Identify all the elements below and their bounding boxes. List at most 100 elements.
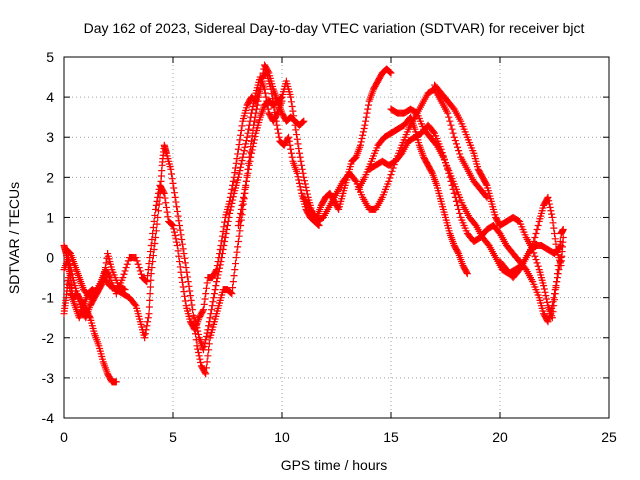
data-point bbox=[250, 136, 258, 144]
data-point bbox=[542, 292, 550, 300]
y-tick-label: -3 bbox=[42, 370, 55, 386]
data-point bbox=[226, 206, 234, 214]
data-point bbox=[192, 320, 200, 328]
data-point bbox=[120, 270, 128, 278]
data-point bbox=[463, 268, 471, 276]
data-point bbox=[551, 290, 559, 298]
data-point bbox=[197, 359, 205, 367]
data-point bbox=[445, 113, 453, 121]
data-point bbox=[242, 137, 250, 145]
data-point bbox=[176, 221, 184, 229]
data-point bbox=[147, 276, 155, 284]
data-point bbox=[168, 175, 176, 183]
data-point bbox=[300, 173, 308, 181]
data-point bbox=[301, 177, 309, 185]
data-point bbox=[193, 324, 201, 332]
data-point bbox=[235, 141, 243, 149]
data-point bbox=[255, 93, 263, 101]
data-point bbox=[151, 240, 159, 248]
data-point bbox=[146, 283, 154, 291]
data-point bbox=[213, 274, 221, 282]
data-point bbox=[210, 290, 218, 298]
plot-area-frame bbox=[63, 56, 610, 419]
data-point bbox=[548, 314, 556, 322]
data-point bbox=[545, 200, 553, 208]
data-point bbox=[290, 117, 298, 125]
data-point bbox=[387, 69, 395, 77]
data-point bbox=[246, 117, 254, 125]
data-point bbox=[132, 254, 140, 262]
data-point bbox=[218, 254, 226, 262]
data-point bbox=[534, 262, 542, 270]
data-point bbox=[192, 317, 200, 325]
data-point bbox=[144, 314, 152, 322]
data-point bbox=[250, 139, 258, 147]
data-point bbox=[196, 355, 204, 363]
data-point bbox=[183, 268, 191, 276]
data-point bbox=[179, 283, 187, 291]
data-point bbox=[147, 270, 155, 278]
data-point bbox=[297, 186, 305, 194]
data-point bbox=[171, 193, 179, 201]
data-point bbox=[170, 189, 178, 197]
data-point bbox=[66, 260, 74, 268]
data-point bbox=[99, 279, 107, 287]
data-point bbox=[211, 286, 219, 294]
data-point bbox=[273, 121, 281, 129]
data-point bbox=[231, 164, 239, 172]
data-point bbox=[294, 173, 302, 181]
data-point bbox=[201, 369, 209, 377]
data-point bbox=[215, 268, 223, 276]
data-point bbox=[242, 181, 250, 189]
x-axis-label: GPS time / hours bbox=[281, 457, 388, 473]
data-point bbox=[540, 285, 548, 293]
data-point bbox=[202, 332, 210, 340]
data-point bbox=[268, 90, 276, 98]
data-point bbox=[450, 189, 458, 197]
data-point bbox=[303, 187, 311, 195]
data-point bbox=[121, 267, 129, 275]
data-point bbox=[101, 264, 109, 272]
data-point bbox=[173, 207, 181, 215]
data-point bbox=[173, 242, 181, 250]
data-point bbox=[234, 145, 242, 153]
data-point bbox=[550, 224, 558, 232]
data-point bbox=[204, 326, 212, 334]
data-point bbox=[188, 301, 196, 309]
data-point bbox=[247, 109, 255, 117]
data-point bbox=[222, 229, 230, 237]
y-tick-label: 4 bbox=[46, 89, 54, 105]
data-point bbox=[261, 89, 269, 97]
data-point bbox=[544, 193, 552, 201]
data-point bbox=[227, 289, 235, 297]
data-point bbox=[172, 235, 180, 243]
data-point bbox=[133, 257, 141, 265]
data-point bbox=[244, 129, 252, 137]
data-point bbox=[178, 274, 186, 282]
data-point bbox=[205, 322, 213, 330]
data-point bbox=[202, 364, 210, 372]
data-point bbox=[206, 314, 214, 322]
data-point bbox=[201, 295, 209, 303]
data-point bbox=[448, 125, 456, 133]
data-point bbox=[235, 170, 243, 178]
data-point bbox=[559, 225, 567, 233]
series-track-6 bbox=[365, 121, 565, 326]
data-point bbox=[181, 292, 189, 300]
data-points bbox=[60, 61, 567, 386]
data-point bbox=[146, 248, 154, 256]
data-point bbox=[145, 260, 153, 268]
data-point bbox=[121, 286, 129, 294]
data-point bbox=[67, 264, 75, 272]
data-point bbox=[238, 201, 246, 209]
data-point bbox=[455, 147, 463, 155]
grid-lines bbox=[64, 57, 609, 418]
data-point bbox=[246, 157, 254, 165]
data-point bbox=[194, 330, 202, 338]
data-point bbox=[184, 273, 192, 281]
data-point bbox=[545, 197, 553, 205]
data-point bbox=[119, 274, 127, 282]
data-point bbox=[532, 256, 540, 264]
data-point bbox=[218, 250, 226, 258]
data-point bbox=[135, 264, 143, 272]
